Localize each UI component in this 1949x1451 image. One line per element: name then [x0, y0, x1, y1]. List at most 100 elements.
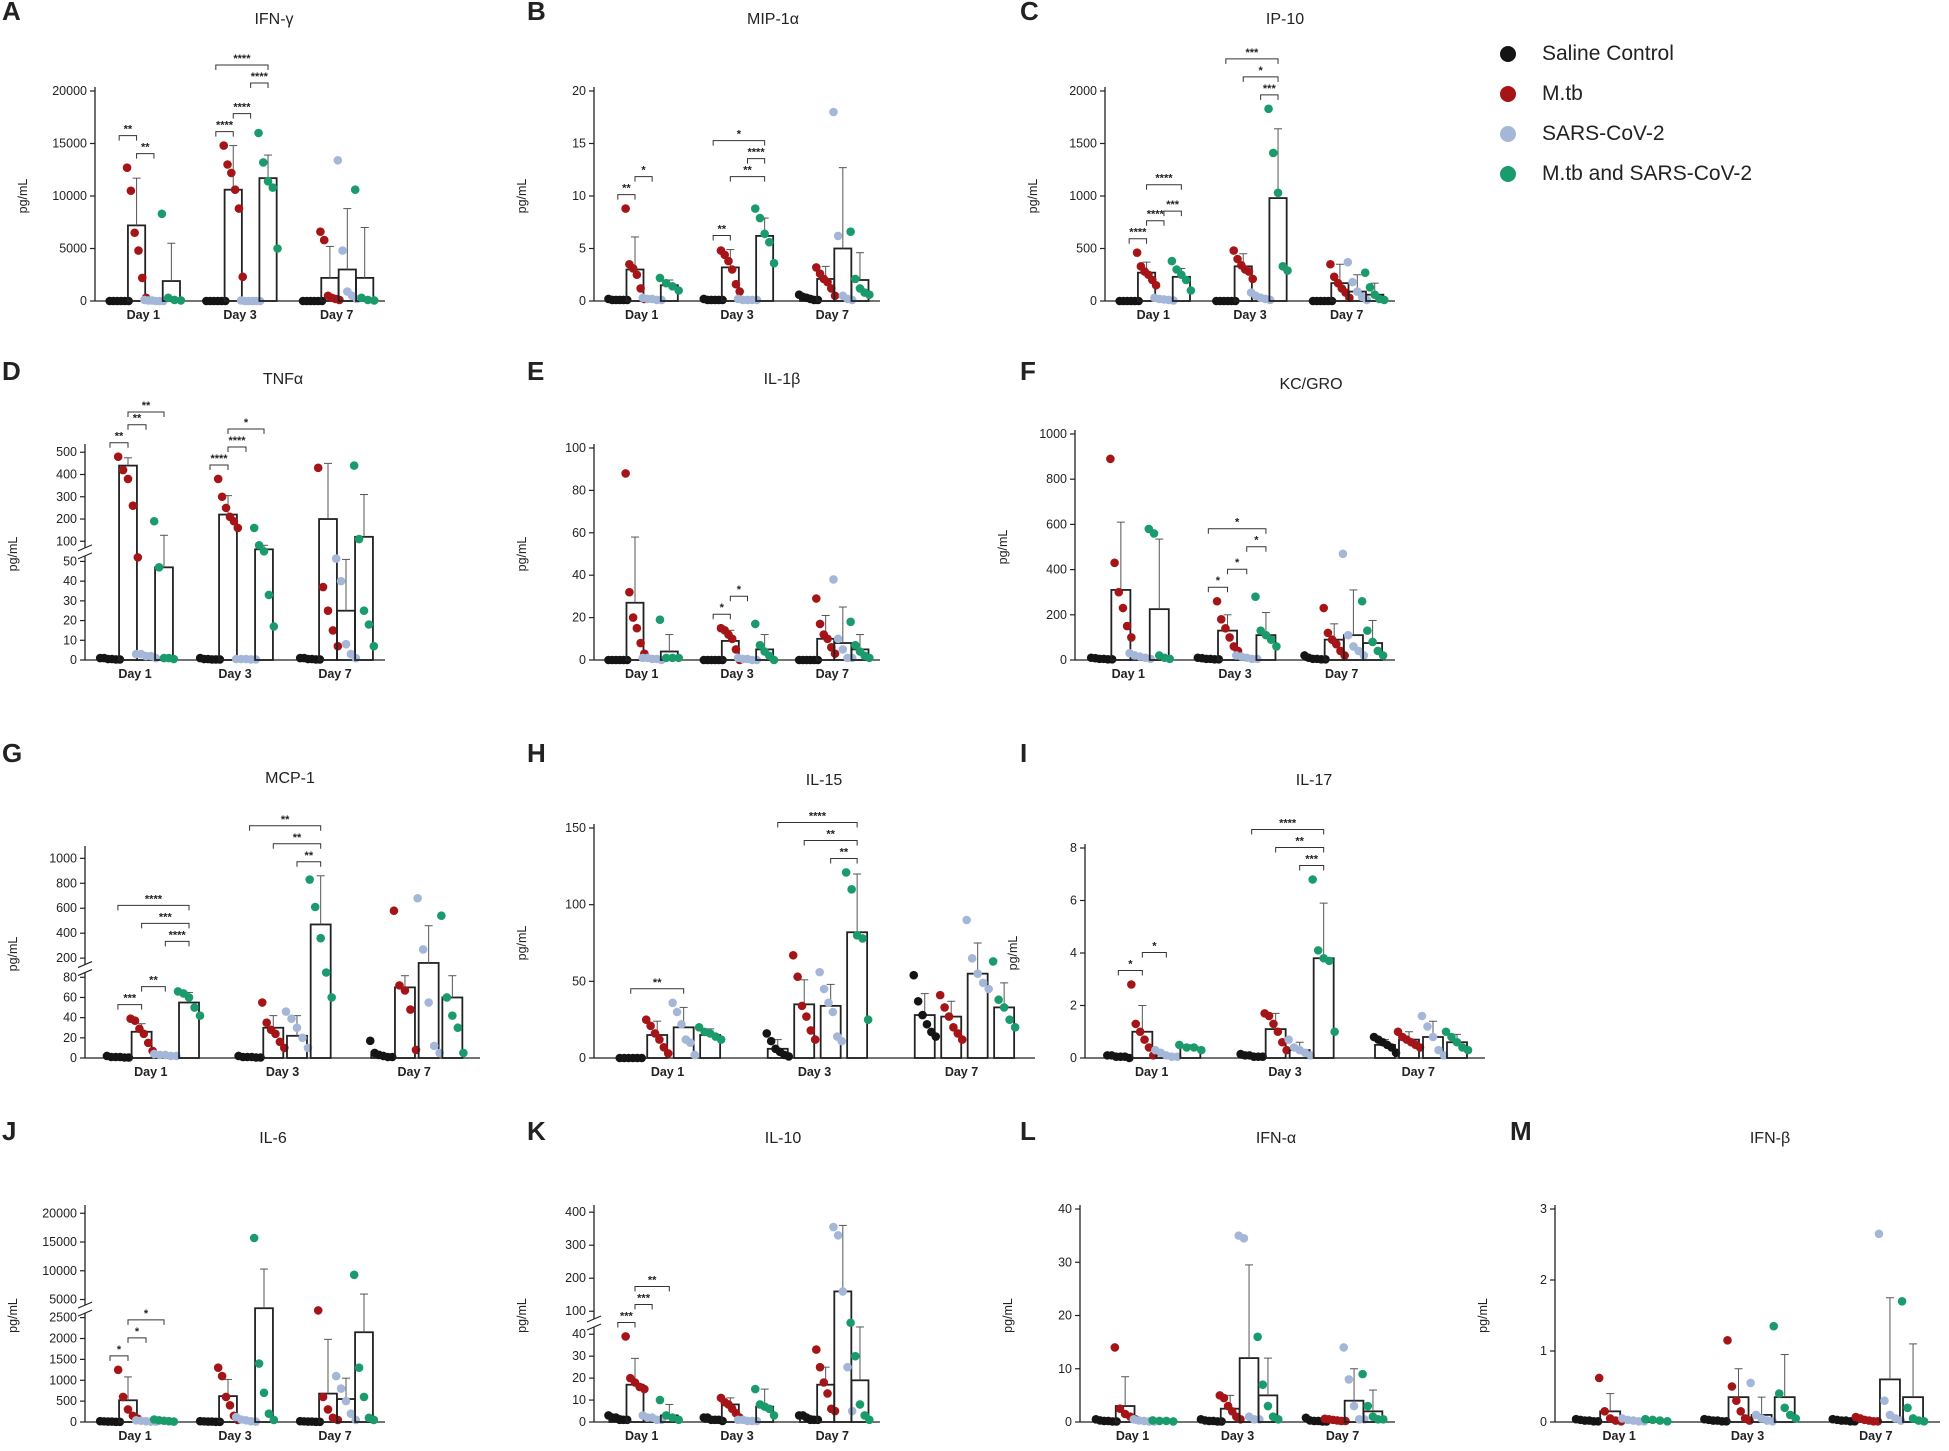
data-point-sars	[336, 1384, 346, 1393]
data-point-sars	[333, 156, 343, 165]
data-point-sars	[978, 978, 988, 988]
panel-title: TNFα	[263, 371, 303, 388]
data-point-coinf	[369, 1415, 379, 1425]
data-point-coinf	[716, 1035, 726, 1044]
data-point-coinf	[321, 968, 331, 977]
data-point-sars	[281, 1007, 291, 1016]
significance-label: **	[281, 814, 290, 826]
data-point-coinf	[841, 868, 851, 877]
significance-bracket	[1146, 184, 1182, 190]
y-tick-label: 2000	[1069, 84, 1097, 98]
data-point-sars	[331, 554, 341, 563]
panel-letter: D	[2, 356, 21, 386]
data-point-mtb	[1114, 587, 1124, 597]
y-tick-label: 200	[1046, 608, 1067, 622]
data-point-sars	[413, 893, 422, 903]
axis-break-gap	[77, 964, 93, 973]
y-tick-label: 1500	[49, 1352, 77, 1366]
data-point-coinf	[1363, 1401, 1373, 1411]
data-point-mtb	[731, 645, 741, 654]
axis-break-gap	[77, 1305, 93, 1314]
bar-mtb	[218, 513, 238, 661]
panel-title: IFN-β	[1750, 1130, 1790, 1147]
y-tick-label: 100	[565, 898, 586, 912]
data-point-coinf	[354, 534, 364, 544]
significance-label: *	[1258, 65, 1263, 77]
data-point-mtb	[1219, 1393, 1229, 1403]
data-point-mtb	[323, 606, 333, 616]
y-tick-label: 400	[56, 468, 77, 482]
y-tick-label: 0	[1060, 653, 1067, 667]
data-point-coinf	[254, 541, 264, 550]
significance-label: ****	[1129, 227, 1147, 239]
data-point-sars	[690, 1050, 699, 1060]
data-point-sars	[672, 1007, 682, 1017]
data-point-coinf	[349, 1270, 359, 1280]
bar-coinf	[354, 535, 374, 661]
data-point-coinf	[190, 1003, 199, 1012]
significance-bracket	[127, 424, 147, 430]
data-point-sars	[298, 1033, 307, 1043]
significance-label: **	[1295, 836, 1304, 848]
data-point-coinf	[1182, 1043, 1191, 1052]
y-tick-label: 500	[56, 1394, 77, 1408]
data-point-coinf	[846, 227, 855, 236]
data-point-mtb	[1600, 1407, 1609, 1416]
y-tick-label: 15000	[42, 1235, 77, 1249]
data-point-coinf	[1308, 875, 1317, 884]
data-point-coinf	[1162, 1416, 1171, 1426]
y-tick-label: 0	[579, 1051, 586, 1065]
data-point-sars	[1434, 1045, 1443, 1055]
y-tick-label: 20	[572, 1371, 586, 1385]
bar-coinf	[1268, 197, 1288, 302]
x-tick-label: Day 1	[127, 308, 160, 322]
significance-bracket	[1246, 546, 1267, 552]
data-point-sars	[1339, 1343, 1349, 1352]
data-point-coinf	[258, 158, 268, 167]
data-point-mtb	[621, 469, 630, 478]
significance-bracket	[250, 82, 269, 88]
significance-label: ***	[620, 1310, 634, 1322]
axis-break-mark	[77, 961, 93, 969]
y-tick-label: 4	[1070, 946, 1077, 960]
data-point-mtb	[234, 204, 244, 213]
significance-label: ****	[233, 102, 251, 114]
data-point-coinf	[354, 1363, 364, 1373]
data-point-mtb	[810, 1035, 820, 1044]
data-point-coinf	[1463, 1045, 1473, 1055]
data-point-mtb	[811, 263, 821, 272]
significance-label: ****	[809, 810, 827, 822]
panel-g: G MCP-1 0 20 40 60 80 200 400 600 800 1000 pg/mL Day …	[2, 738, 480, 1079]
y-tick-label: 0	[70, 653, 77, 667]
data-point-mtb	[123, 474, 133, 484]
y-tick-label: 60	[63, 990, 77, 1004]
data-point-coinf	[184, 993, 194, 1002]
data-point-mtb	[143, 1038, 153, 1048]
data-point-mtb	[811, 1345, 821, 1354]
y-tick-label: 5000	[49, 1293, 77, 1307]
y-axis-label: pg/mL	[1026, 179, 1040, 214]
y-tick-label: 600	[56, 901, 77, 915]
data-point-mtb	[118, 1392, 128, 1402]
x-tick-label: Day 1	[134, 1065, 167, 1079]
data-point-coinf	[850, 1351, 860, 1361]
data-point-mtb	[227, 168, 236, 178]
x-tick-label: Day 1	[625, 308, 658, 322]
y-tick-label: 15	[572, 137, 586, 151]
data-point-coinf	[655, 273, 665, 283]
significance-label: **	[717, 224, 726, 236]
data-point-mtb	[139, 1029, 149, 1039]
data-point-sars	[824, 998, 833, 1008]
panel-letter: A	[2, 0, 21, 26]
data-point-sars	[1343, 257, 1353, 267]
data-point-mtb	[130, 1016, 140, 1025]
data-point-mtb	[1233, 254, 1242, 264]
legend-item-mtb: M.tb	[1490, 74, 1752, 114]
data-point-coinf	[674, 1415, 683, 1425]
legend-item-saline: Saline Control	[1490, 34, 1752, 74]
y-tick-label: 600	[1046, 517, 1067, 531]
y-axis-label: pg/mL	[6, 537, 20, 572]
data-point-coinf	[1897, 1297, 1907, 1306]
data-point-saline	[909, 970, 919, 980]
significance-bracket	[712, 613, 731, 620]
